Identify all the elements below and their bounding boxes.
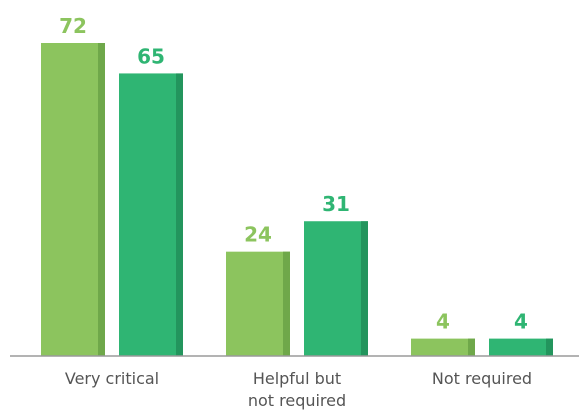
category-label-c1-l1: Very critical <box>65 369 159 388</box>
bar-edge-s2-c3 <box>546 338 553 356</box>
data-label-s2-c2: 31 <box>322 192 350 216</box>
data-label-s1-c1: 72 <box>59 14 87 38</box>
category-label-c2-l1: Helpful but <box>253 369 341 388</box>
data-label-s1-c2: 24 <box>244 223 272 247</box>
bar-edge-s2-c1 <box>176 73 183 357</box>
labels-layer: 72 65 Very critical 24 31 Helpful but not requ… <box>59 14 532 410</box>
bar-s1-c3 <box>411 338 475 356</box>
bar-edge-s1-c3 <box>468 338 475 356</box>
data-label-s2-c1: 65 <box>137 44 165 68</box>
category-label-c3-l1: Not required <box>432 369 532 388</box>
bars-layer <box>41 43 553 357</box>
data-label-s2-c3: 4 <box>514 310 528 334</box>
bar-s1-c1 <box>41 43 105 356</box>
bar-edge-s2-c2 <box>361 221 368 356</box>
bar-s2-c3 <box>489 338 553 356</box>
data-label-s1-c3: 4 <box>436 310 450 334</box>
bar-s2-c2 <box>304 221 368 356</box>
bar-s1-c2 <box>226 251 290 356</box>
category-label-c2-l2: not required <box>248 391 346 410</box>
bar-edge-s1-c2 <box>283 251 290 356</box>
bar-s2-c1 <box>119 73 183 357</box>
bar-edge-s1-c1 <box>98 43 105 356</box>
